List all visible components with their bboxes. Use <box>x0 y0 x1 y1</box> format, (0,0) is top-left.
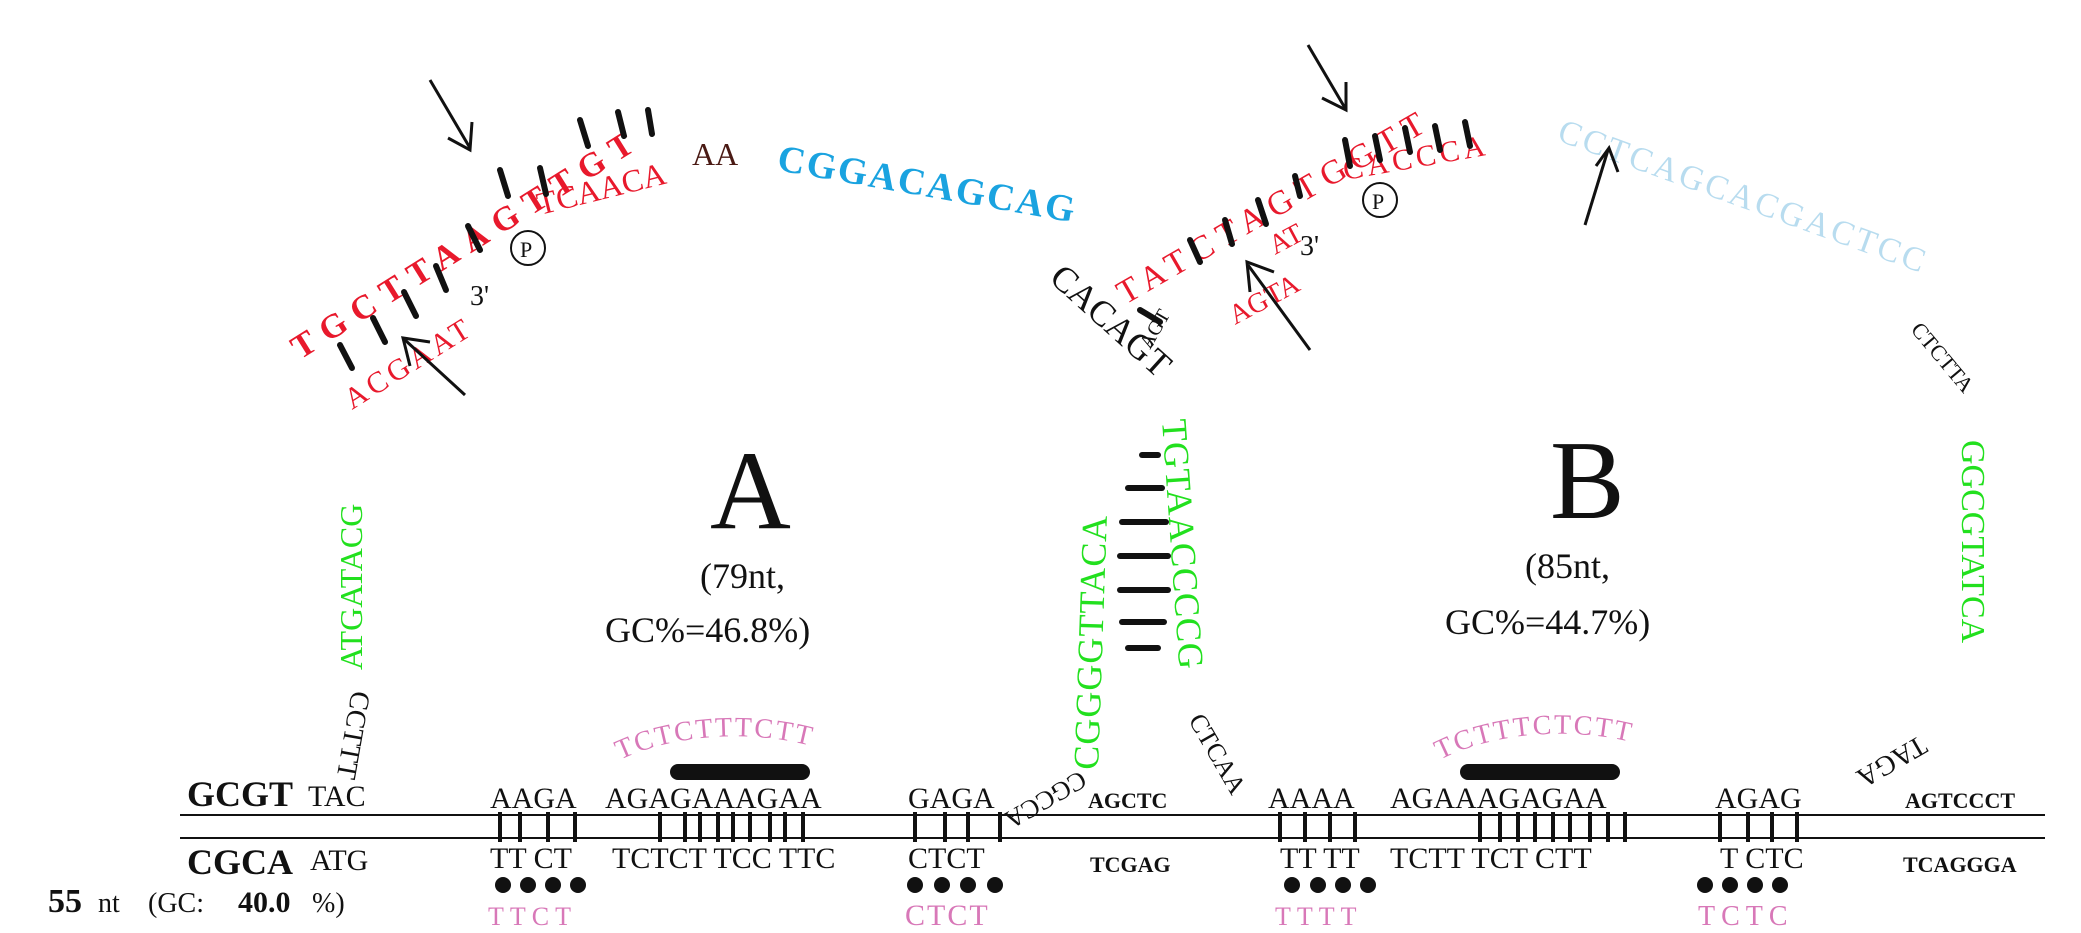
loop-b-black-bottom-right: TAGA <box>1850 729 1932 794</box>
duplex-bottom-seq-6: TCTT TCT CTT <box>1390 842 1592 875</box>
duplex-pair-bars <box>498 812 1799 842</box>
loop-b-lightblue-top: CCTCAGCACGACTCC <box>1553 113 1933 281</box>
loop-a-green-left: ATGATACG <box>333 504 369 670</box>
loop-b-green-right: GGCGTATCA <box>1954 440 1991 644</box>
duplex-left-top: TAC <box>308 780 366 813</box>
loop-a-stats-line1: (79nt, <box>700 556 785 596</box>
stem-left-green: CGGGGTTACA <box>1066 514 1115 770</box>
stem-bottom-right: CTCAA <box>1183 709 1252 800</box>
loop-b-stats-line1: (85nt, <box>1525 546 1610 586</box>
duplex-bottom-seq-1: TT CT <box>490 842 572 875</box>
pink-top-b: TCTTTCTCTT <box>1430 710 1637 767</box>
loop-b-3prime: 3' <box>1300 231 1319 262</box>
duplex-bottom-seq-5: TT TT <box>1280 842 1360 875</box>
footer-gc-value: 40.0 <box>238 886 291 919</box>
loop-a-phosphate-circle <box>510 230 546 266</box>
loop-b-label: B <box>1550 419 1625 543</box>
footer-size-unit: nt <box>98 888 120 919</box>
pink-bottom-2: CTCT <box>905 899 990 932</box>
loop-b-phosphate: P <box>1372 189 1384 214</box>
duplex-left-bottom: ATG <box>310 844 368 877</box>
loop-a-cleavage-arrows <box>401 79 474 397</box>
duplex-backbone <box>180 814 2045 839</box>
duplex-top-seq-7: AGAG <box>1715 782 1802 815</box>
loop-a-aa: AA <box>692 136 738 172</box>
duplex-top-seq-4: AGCTC <box>1088 788 1167 813</box>
loop-b-stats-line2: GC%=44.7%) <box>1445 602 1650 642</box>
duplex-left-bottom-bold: CGCA <box>187 842 293 882</box>
loop-a-black-bottom-left: CCTTT <box>330 689 376 782</box>
duplex-top-seq-1: AAGA <box>490 782 577 815</box>
duplex-bottom-seq-7: T CTC <box>1720 842 1804 875</box>
triplex-dots <box>495 764 1788 893</box>
loop-a-pair-ticks <box>337 107 655 371</box>
duplex-left-top-bold: GCGT <box>187 774 293 814</box>
pink-bottom-1: TTCT <box>488 902 577 931</box>
loop-a-phosphate: P <box>520 237 532 262</box>
pink-bottom-4: TCTC <box>1698 901 1794 932</box>
duplex-top-seq-5: AAAA <box>1268 782 1355 815</box>
duplex-bottom-seq-4: TCGAG <box>1090 852 1171 877</box>
duplex-top-seq-6: AGAAAGAGAA <box>1390 782 1607 815</box>
footer-size-number: 55 <box>48 883 82 920</box>
duplex-top-seq-2: AGAGAAAGAA <box>605 782 822 815</box>
footer-gc-suffix: %) <box>312 888 345 919</box>
pink-bottom-3: TTTT <box>1275 902 1363 931</box>
duplex-top-seq-8: AGTCCCT <box>1905 788 2015 813</box>
loop-a-3prime: 3' <box>470 281 489 312</box>
stem-right-green: TGTAACCCCG <box>1154 418 1211 671</box>
footer-gc-label: (GC: <box>148 888 204 919</box>
loop-b-pair-ticks <box>1137 119 1473 325</box>
duplex-top-seq-3: GAGA <box>908 782 995 815</box>
pink-top-b-path: TCTTTCTCTT <box>1430 710 1635 767</box>
duplex-bottom-seq-3: CTCT <box>908 842 985 875</box>
loop-a-blue-top: CGGACAGCAG <box>774 138 1080 232</box>
loop-a-label: A <box>710 429 791 553</box>
stem-bottom-left: CGCCA <box>999 765 1091 835</box>
duplex-bottom-seq-2: TCTCT TCC TTC <box>612 842 835 875</box>
pink-top-a: TCTCTTTCTT <box>610 712 817 766</box>
loop-b-cleavage-arrows <box>1245 44 1620 351</box>
loop-a-stats-line2: GC%=46.8%) <box>605 610 810 650</box>
loop-b-phosphate-circle <box>1362 182 1398 218</box>
duplex-bottom-seq-8: TCAGGGA <box>1903 852 2017 877</box>
loop-b-black-right: CTCTTA <box>1906 317 1979 397</box>
stem-pair-ticks <box>1117 452 1171 651</box>
loop-b-red-inner-a: AGTA <box>1224 268 1306 331</box>
pink-top-a-path: TCTCTTTCTT <box>610 712 815 766</box>
